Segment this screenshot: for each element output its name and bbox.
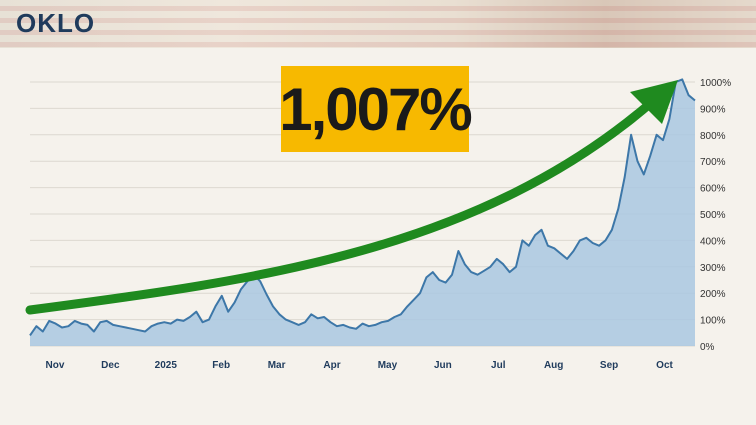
x-tick-label: 2025 xyxy=(155,360,178,371)
x-tick-label: Feb xyxy=(212,360,230,371)
y-tick-label: 500% xyxy=(700,210,726,221)
x-tick-label: Jul xyxy=(491,360,506,371)
y-tick-label: 600% xyxy=(700,184,726,195)
x-tick-label: Dec xyxy=(101,360,120,371)
y-tick-label: 700% xyxy=(700,157,726,168)
x-tick-label: Jun xyxy=(434,360,452,371)
x-tick-label: Oct xyxy=(656,360,673,371)
trend-arrow xyxy=(25,97,657,315)
x-tick-label: Aug xyxy=(544,360,563,371)
x-tick-label: Mar xyxy=(268,360,286,371)
y-tick-label: 200% xyxy=(700,289,726,300)
series-area xyxy=(30,79,695,347)
flag-stripe xyxy=(0,30,756,35)
trend-arrow-head xyxy=(630,80,678,124)
gain-badge: 1,007% xyxy=(279,66,473,152)
x-axis-ticks: Nov Dec 2025 Feb Mar Apr May Jun Jul Aug Sep Oct xyxy=(45,360,673,371)
x-tick-label: Apr xyxy=(323,360,340,371)
x-tick-label: May xyxy=(378,360,398,371)
y-tick-label: 900% xyxy=(700,104,726,115)
y-tick-label: 0% xyxy=(700,342,715,353)
x-tick-label: Nov xyxy=(45,360,64,371)
y-tick-label: 300% xyxy=(700,263,726,274)
y-tick-label: 400% xyxy=(700,236,726,247)
x-tick-label: Sep xyxy=(600,360,618,371)
flag-stripe xyxy=(0,6,756,11)
header-banner: OKLO xyxy=(0,0,756,48)
ticker-symbol: OKLO xyxy=(16,8,96,38)
series-line xyxy=(29,78,696,336)
y-tick-label: 1000% xyxy=(700,78,731,89)
gain-percentage: 1,007% xyxy=(279,75,472,143)
y-tick-label: 800% xyxy=(700,131,726,142)
y-axis-ticks: 0% 100% 200% 300% 400% 500% 600% 700% 800% 900% 10… xyxy=(700,78,731,353)
flag-stripe xyxy=(0,18,756,23)
y-tick-label: 100% xyxy=(700,316,726,327)
flag-stripe xyxy=(0,42,756,47)
